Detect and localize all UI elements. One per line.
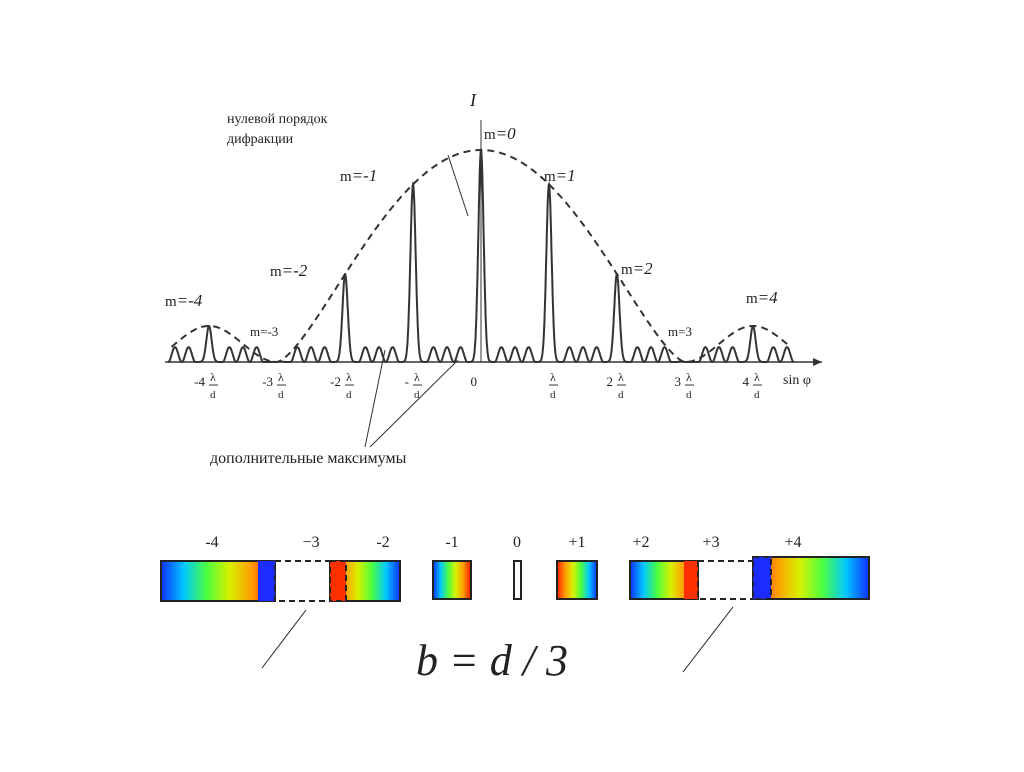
spectrum-order: +2 — [632, 534, 649, 551]
tick-den: d — [414, 389, 420, 401]
order-value: =0 — [496, 124, 516, 143]
order-letter: m — [544, 169, 556, 185]
order-label: m=4 — [746, 288, 778, 307]
tick-den: d — [346, 389, 352, 401]
tick-num: λ — [618, 370, 624, 384]
order-letter: m — [165, 294, 177, 310]
order-label: m=-2 — [270, 261, 308, 280]
zero-label: m=3 — [668, 324, 692, 339]
order-label: m=-4 — [165, 291, 203, 310]
tick-num: λ — [278, 370, 284, 384]
order-value: =-4 — [177, 291, 203, 310]
tick-coef: - — [405, 374, 409, 389]
spectrum-order: -2 — [376, 534, 389, 551]
spectrum-order: −3 — [302, 534, 319, 551]
axis-x-label: sin φ — [783, 373, 811, 388]
tick-den: d — [278, 389, 284, 401]
order-value: =-1 — [352, 166, 378, 185]
arrow — [813, 358, 822, 366]
order-value: =2 — [633, 259, 653, 278]
tick-num: λ — [414, 370, 420, 384]
spectrum — [160, 556, 870, 673]
spectrum-order: +1 — [568, 534, 585, 551]
zero-label: m=-3 — [250, 324, 278, 339]
order-value: =1 — [556, 166, 576, 185]
tick-coef: -3 — [262, 374, 273, 389]
order-label: m=1 — [544, 166, 576, 185]
tick-num: λ — [210, 370, 216, 384]
order-letter: m — [621, 262, 633, 278]
order-label: m=0 — [484, 124, 516, 143]
order-value: =-2 — [282, 261, 308, 280]
zero-order-label: нулевой порядок — [227, 112, 328, 127]
order-letter: m — [270, 264, 282, 280]
order-letter: m — [484, 127, 496, 143]
spectrum-order: +3 — [702, 534, 719, 551]
tick-den: d — [686, 389, 692, 401]
tick-den: d — [754, 389, 760, 401]
axis-y-label: I — [469, 90, 477, 110]
tick-coef: 2 — [607, 374, 614, 389]
spectrum-order: -4 — [205, 534, 218, 551]
tick-coef: 4 — [743, 374, 750, 389]
pointer — [447, 154, 469, 217]
tick-den: d — [618, 389, 624, 401]
spectrum-order: -1 — [445, 534, 458, 551]
order-letter: m — [340, 169, 352, 185]
tick-coef: 0 — [471, 374, 478, 389]
formula: b = d / 3 — [416, 636, 568, 685]
tick-den: d — [210, 389, 216, 401]
tick-num: λ — [754, 370, 760, 384]
order-letter: m — [746, 291, 758, 307]
tick-coef: -4 — [194, 374, 205, 389]
extra-maxima: дополнительные максимумы — [210, 450, 407, 467]
spectrum-order: +4 — [784, 534, 801, 551]
spectrum-order: 0 — [513, 534, 521, 551]
tick-num: λ — [550, 370, 556, 384]
pointer — [369, 359, 459, 448]
pointer — [364, 349, 386, 448]
tick-coef: -2 — [330, 374, 341, 389]
tick-coef: 3 — [675, 374, 682, 389]
intensity — [167, 146, 795, 364]
tick-num: λ — [686, 370, 692, 384]
order-value: =4 — [758, 288, 778, 307]
order-label: m=2 — [621, 259, 653, 278]
tick-num: λ — [346, 370, 352, 384]
tick-den: d — [550, 389, 556, 401]
order-label: m=-1 — [340, 166, 377, 185]
zero-order-label: дифракции — [227, 132, 294, 147]
